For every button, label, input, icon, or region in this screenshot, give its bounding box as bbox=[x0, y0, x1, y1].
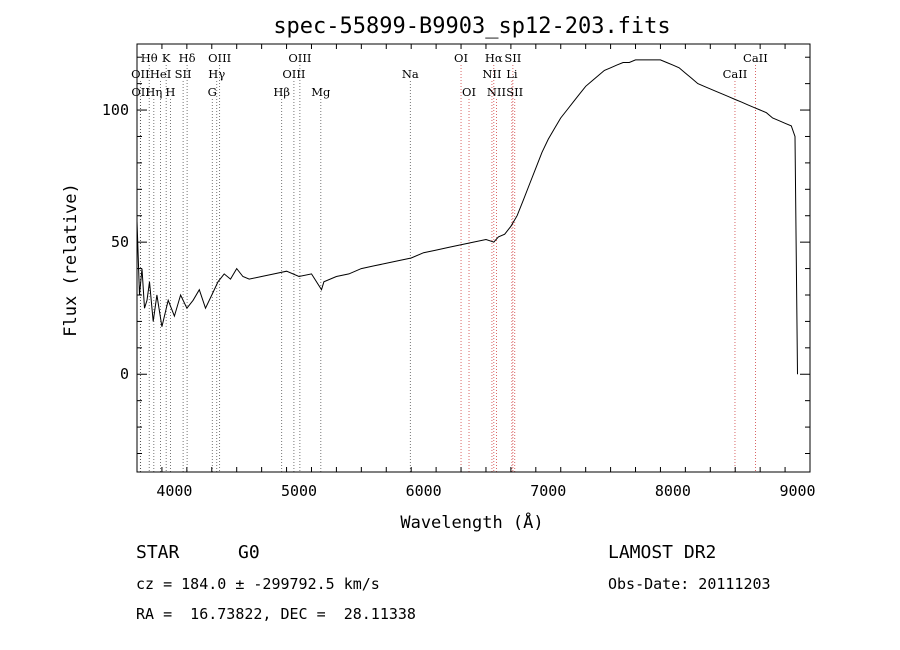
spectral-line-label: SII bbox=[504, 51, 521, 65]
spectral-line-label: OIII bbox=[288, 51, 311, 65]
spectral-line-label: Hβ bbox=[273, 85, 290, 99]
spectral-line-label: K bbox=[162, 51, 171, 65]
axis-ticks: 4000 5000 6000 7000 8000 9000 0 50 100 bbox=[102, 44, 816, 500]
spectral-line-label: SII bbox=[506, 85, 523, 99]
spectral-line-label: Mg bbox=[311, 85, 331, 99]
spectral-line-label: Hγ bbox=[208, 67, 225, 81]
chart-title: spec-55899-B9903_sp12-203.fits bbox=[273, 14, 670, 39]
spectral-line-label: OIII bbox=[208, 51, 231, 65]
spectrum-line bbox=[136, 59, 798, 375]
spectral-line-label: Hθ bbox=[141, 51, 158, 65]
spectral-line-label: OII bbox=[131, 85, 150, 99]
spectral-line-label: G bbox=[208, 85, 217, 99]
spectral-line-label: CaII bbox=[743, 51, 768, 65]
y-tick-label: 100 bbox=[102, 101, 129, 119]
spectral-line-label: Hδ bbox=[179, 51, 196, 65]
spectral-line-label: OII bbox=[131, 67, 150, 81]
spectral-line-label: H bbox=[165, 85, 175, 99]
x-tick-label: 8000 bbox=[655, 482, 691, 500]
y-tick-label: 0 bbox=[120, 365, 129, 383]
spectral-line-label: Hα bbox=[485, 51, 503, 65]
spectral-line-label: OI bbox=[454, 51, 468, 65]
x-tick-label: 9000 bbox=[779, 482, 815, 500]
plot-frame bbox=[136, 43, 811, 473]
survey-name: LAMOST DR2 bbox=[608, 542, 717, 563]
x-tick-label: 4000 bbox=[156, 482, 192, 500]
spectral-line-label: Na bbox=[402, 67, 419, 81]
spectral-line-label: Hη bbox=[145, 85, 162, 99]
spectral-line-label: OIII bbox=[282, 67, 305, 81]
spectral-line-label: CaII bbox=[723, 67, 748, 81]
spectrum-series bbox=[136, 59, 798, 375]
x-axis-label: Wavelength (Å) bbox=[400, 511, 543, 533]
spectral-line-label: NII bbox=[487, 85, 506, 99]
x-tick-label: 5000 bbox=[281, 482, 317, 500]
spectral-line-label: SII bbox=[175, 67, 192, 81]
x-tick-label: 7000 bbox=[530, 482, 566, 500]
spectral-line-label: NII bbox=[482, 67, 501, 81]
object-subclass: G0 bbox=[238, 542, 260, 563]
y-tick-label: 50 bbox=[111, 233, 129, 251]
y-axis-label: Flux (relative) bbox=[61, 183, 81, 337]
spectral-line-label: OI bbox=[462, 85, 476, 99]
coordinates-readout: RA = 16.73822, DEC = 28.11338 bbox=[136, 605, 416, 623]
redshift-readout: cz = 184.0 ± -299792.5 km/s bbox=[136, 575, 380, 593]
x-tick-label: 6000 bbox=[406, 482, 442, 500]
spectral-line-label: Li bbox=[506, 67, 518, 81]
observation-date: Obs-Date: 20111203 bbox=[608, 575, 771, 593]
spectral-line-label: HeI bbox=[150, 67, 171, 81]
object-type: STAR bbox=[136, 542, 180, 563]
